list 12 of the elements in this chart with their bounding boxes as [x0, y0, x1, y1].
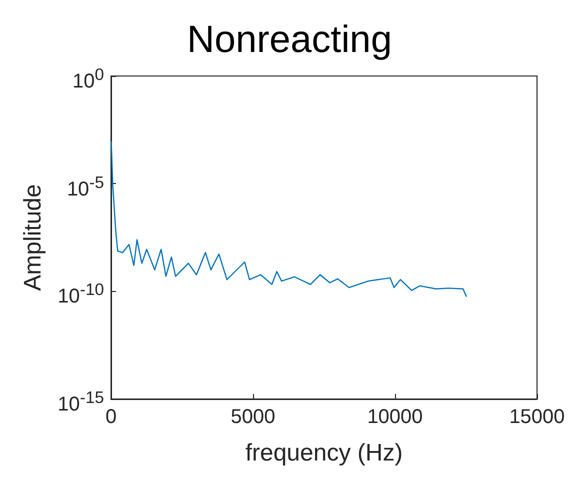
x-tick-label: 5000 [230, 406, 276, 428]
y-tick-label: 10$^{-10}$ [58, 279, 104, 309]
x-tick-label: 10000 [367, 406, 423, 428]
y-tick-label: 10$^{0}$ [72, 64, 104, 94]
chart-title: Nonreacting [187, 19, 392, 61]
y-axis-title: Amplitude [20, 184, 46, 291]
x-tick-label: 0 [105, 406, 117, 428]
line-series [110, 141, 467, 297]
y-tick-label: 10$^{-15}$ [58, 387, 104, 417]
y-tick-label: 10$^{-5}$ [66, 172, 104, 202]
x-tick-label: 15000 [509, 406, 565, 428]
x-axis-title: frequency (Hz) [245, 440, 403, 466]
